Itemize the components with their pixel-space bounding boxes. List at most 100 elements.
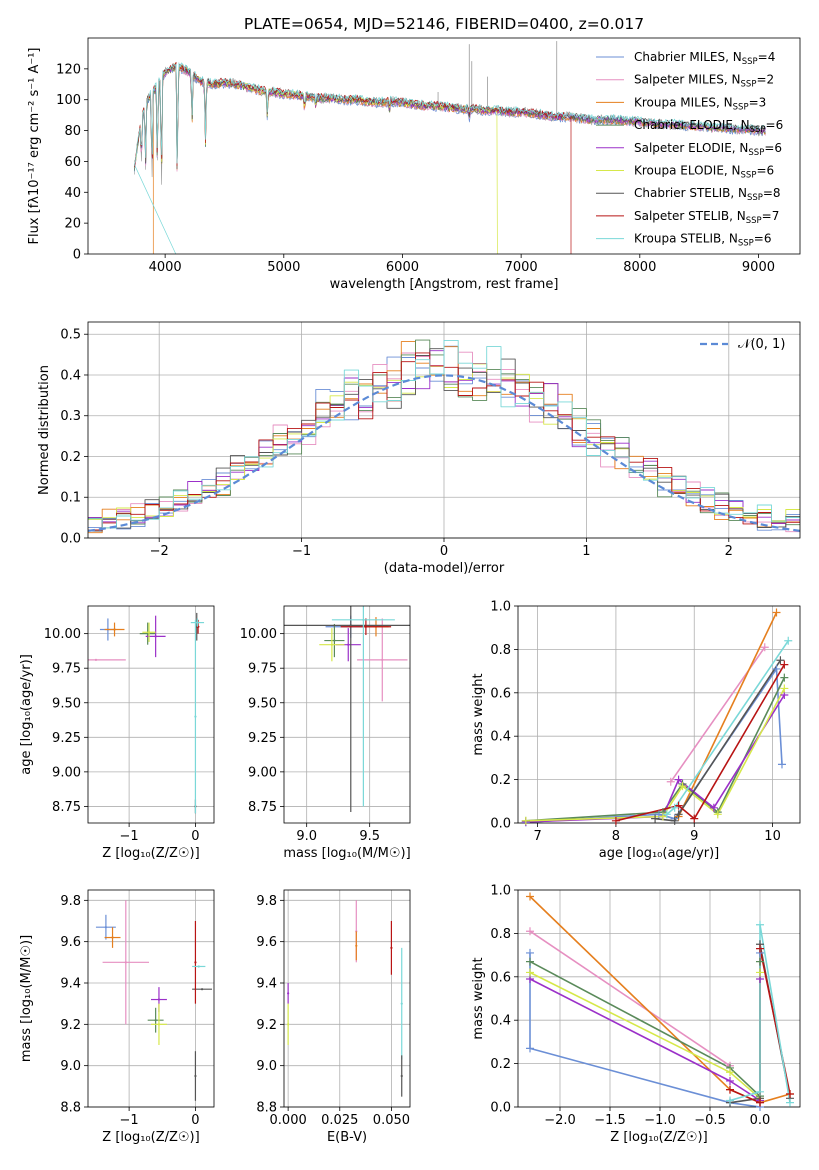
weight-marker — [756, 1087, 764, 1096]
x-tick-label: −1 — [120, 1113, 139, 1128]
y-tick-label: 20 — [64, 217, 81, 232]
y-tick-label: 8.8 — [256, 1101, 277, 1116]
data-point — [157, 1023, 161, 1026]
legend: Chabrier MILES, NSSP=4 Salpeter MILES, NS… — [596, 50, 783, 249]
y-tick-label: 9.0 — [256, 1059, 277, 1074]
data-point — [157, 998, 161, 1001]
y-axis-label: Normed distribution — [37, 365, 52, 495]
y-tick-label: 40 — [64, 186, 81, 201]
y-tick-label: 9.50 — [52, 696, 81, 711]
x-tick-label: 0 — [191, 829, 199, 844]
x-tick-label: 8 — [612, 829, 620, 844]
x-tick-label: −2 — [150, 544, 169, 559]
legend-entry: Kroupa STELIB, NSSP=6 — [634, 232, 772, 249]
data-point — [154, 635, 157, 638]
weight-marker — [726, 1068, 734, 1077]
data-point — [111, 936, 114, 939]
weight-marker — [651, 814, 660, 823]
y-tick-label: 9.50 — [248, 696, 277, 711]
age-vs-mass-frame — [283, 605, 411, 824]
weight-marker — [784, 636, 793, 645]
weight-marker — [780, 684, 789, 693]
data-point — [333, 639, 336, 642]
weight-series-line — [615, 664, 785, 822]
weight-marker — [674, 810, 683, 819]
data-point — [146, 632, 149, 635]
weight-marker — [526, 957, 534, 966]
legend-entry: Chabrier MILES, NSSP=4 — [634, 50, 775, 67]
residual-histogram — [88, 339, 800, 529]
data-point — [381, 658, 384, 662]
y-tick-label: 9.00 — [52, 765, 81, 780]
weight-series-line — [525, 668, 783, 823]
age-vs-mass-grid — [284, 606, 410, 823]
data-point — [400, 1074, 403, 1078]
weight-marker — [662, 810, 671, 819]
y-tick-label: 0 — [73, 248, 81, 263]
weight-vs-age-plot — [525, 612, 789, 823]
x-tick-label: 6000 — [386, 260, 419, 275]
weight-marker — [756, 968, 764, 977]
legend-entry: Chabrier ELODIE, NSSP=6 — [634, 118, 783, 135]
weight-marker — [713, 810, 722, 819]
y-tick-label: 9.6 — [256, 935, 277, 950]
y-tick-label: 9.6 — [60, 935, 81, 950]
weight-marker — [526, 927, 534, 936]
x-tick-label: 0.000 — [270, 1113, 307, 1128]
weight-vs-age-chart: 7 8 9 10 0.0 0.2 0.4 0.6 0.8 1.0 age [log₁₀(age/yr… — [471, 600, 801, 861]
data-point — [94, 658, 98, 662]
y-axis-label: age [log₁₀(age/yr)] — [19, 654, 34, 775]
weight-marker — [611, 816, 620, 825]
y-tick-label: 9.8 — [256, 894, 277, 909]
weight-series-line — [655, 659, 782, 822]
y-axis-label: mass weight — [471, 957, 486, 1039]
data-point — [364, 625, 367, 628]
data-point — [200, 988, 204, 991]
x-tick-label: 2 — [725, 544, 733, 559]
weight-marker — [666, 777, 675, 786]
y-tick-label: 80 — [64, 124, 81, 139]
weight-series-line — [525, 677, 786, 822]
data-point — [287, 1023, 290, 1026]
mass-vs-Z-plot — [95, 900, 213, 1101]
y-tick-label: 8.8 — [60, 1101, 81, 1116]
data-point — [124, 961, 127, 964]
x-tick-label: 0.025 — [321, 1113, 358, 1128]
mass-vs-EBV-plot — [287, 900, 403, 1097]
weight-marker — [786, 1098, 794, 1107]
y-axis-label: mass [log₁₀(M/M☉)] — [19, 935, 34, 1062]
x-tick-label: 9.0 — [296, 829, 317, 844]
weight-marker — [709, 803, 718, 812]
x-axis-label: (data-model)/error — [384, 561, 505, 576]
weight-marker — [526, 892, 534, 901]
x-tick-label: 9000 — [742, 260, 775, 275]
x-axis-label: E(B-V) — [327, 1130, 367, 1145]
weight-marker — [526, 1044, 534, 1053]
x-tick-label: 0 — [440, 544, 448, 559]
legend-entry: 𝒩(0, 1) — [738, 337, 785, 352]
y-tick-label: 0.0 — [60, 532, 81, 547]
y-tick-label: 0.1 — [60, 491, 81, 506]
weight-marker — [756, 957, 764, 966]
weight-vs-Z-grid — [518, 889, 800, 1108]
weight-marker — [674, 775, 683, 784]
mass-vs-EBV-chart: 0.000 0.025 0.050 8.8 9.0 9.2 9.4 9.6 9.8 E(B-V) — [256, 889, 411, 1145]
y-tick-label: 9.2 — [60, 1018, 81, 1033]
y-tick-label: 0.4 — [60, 368, 81, 383]
y-tick-label: 9.8 — [60, 894, 81, 909]
data-point — [362, 618, 365, 621]
x-axis-label: Z [log₁₀(Z/Z☉)] — [610, 1130, 707, 1145]
data-point — [104, 926, 108, 929]
age-vs-Z-chart: −1 0 8.75 9.00 9.25 9.50 9.75 10.00 Z [log₁₀(Z/Z… — [19, 605, 215, 861]
data-point — [349, 624, 352, 627]
age-vs-mass-plot — [284, 606, 410, 812]
age-vs-Z-frame — [87, 605, 215, 824]
weight-vs-age-frame — [517, 605, 801, 824]
x-tick-label: 0.050 — [373, 1113, 410, 1128]
x-tick-label: 9 — [690, 829, 698, 844]
y-tick-label: 9.2 — [256, 1018, 277, 1033]
weight-series-line — [529, 978, 761, 1102]
weight-marker — [777, 760, 786, 769]
y-tick-label: 60 — [64, 155, 81, 170]
